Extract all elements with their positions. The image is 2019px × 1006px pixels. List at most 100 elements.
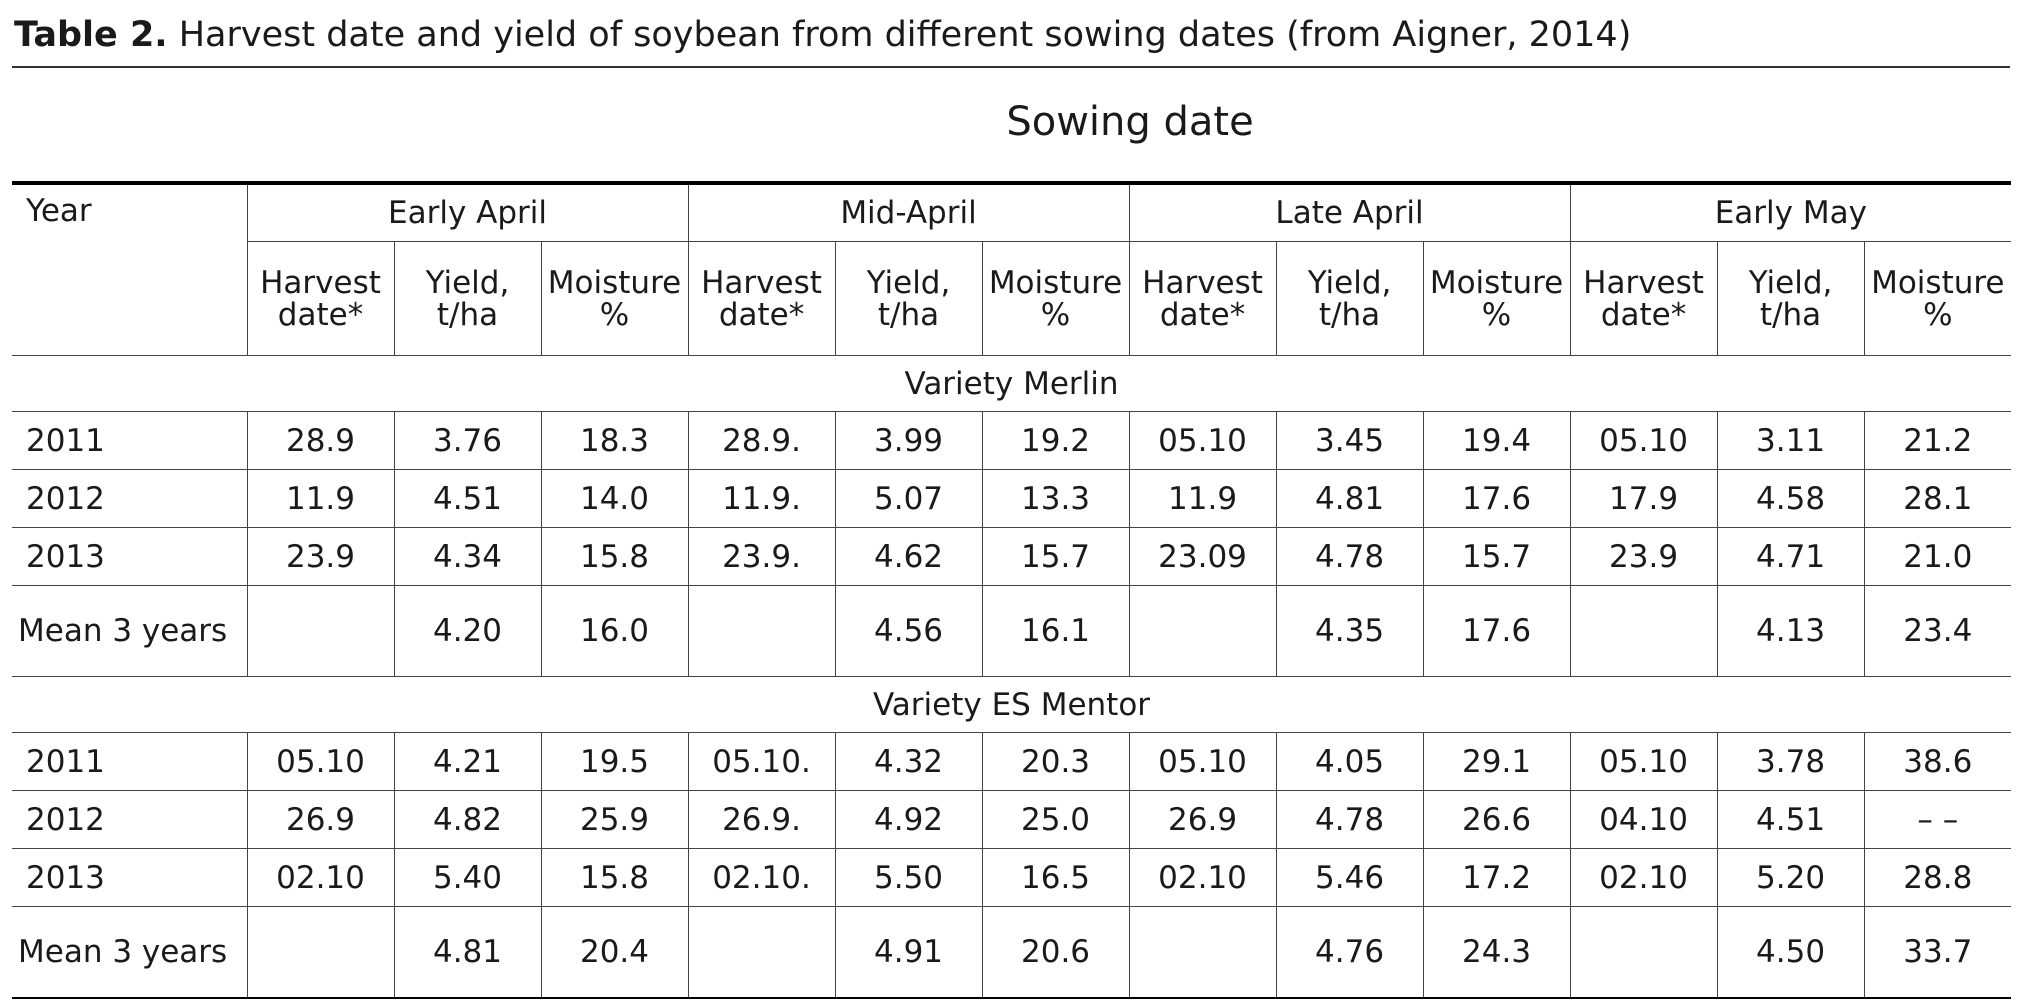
variety-title: Variety ES Mentor (12, 676, 2012, 733)
subheader-harvest-line: Harvest (1142, 264, 1263, 301)
mean-value-cell (1128, 585, 1277, 677)
subheader-row: Harvest date* Yield, t/ha Moisture% Harvest da… (12, 241, 2012, 356)
value-cell: 23.9 (1569, 527, 1718, 586)
value-cell: 18.3 (540, 411, 689, 470)
subheader-harvest-line: date* (718, 296, 805, 333)
value-cell: 26.6 (1422, 790, 1571, 849)
value-cell: 15.8 (540, 848, 689, 907)
value-cell: 3.78 (1716, 732, 1865, 791)
value-cell: 26.9 (246, 790, 395, 849)
variety-title: Variety Merlin (12, 355, 2012, 412)
subheader-yield: Yield, t/ha (393, 241, 542, 356)
subheader-yield-line: Yield, (1307, 264, 1392, 301)
mean-value-cell: 16.0 (540, 585, 689, 677)
mean-row: Mean 3 years 4.81 20.4 4.91 20.6 4.76 24.3 4.50… (12, 906, 2012, 999)
value-cell: 23.9 (246, 527, 395, 586)
value-cell: 4.78 (1275, 790, 1424, 849)
value-cell: 4.05 (1275, 732, 1424, 791)
value-cell: 21.0 (1863, 527, 2012, 586)
value-cell: 4.32 (834, 732, 983, 791)
value-cell: 28.9 (246, 411, 395, 470)
subheader-yield-line: Yield, (1748, 264, 1833, 301)
value-cell: 26.9 (1128, 790, 1277, 849)
section-row: Variety ES Mentor (12, 676, 2012, 733)
mean-value-cell (246, 585, 395, 677)
subheader-moisture-line: % (1923, 296, 1953, 333)
subheader-moisture-line: % (1040, 296, 1071, 333)
value-cell: 14.0 (540, 469, 689, 528)
value-cell: 29.1 (1422, 732, 1571, 791)
value-cell: 05.10 (1569, 411, 1718, 470)
year-cell: 2011 (12, 732, 248, 791)
value-cell: 05.10 (1128, 411, 1277, 470)
value-cell: 20.3 (981, 732, 1130, 791)
mean-value-cell: 4.35 (1275, 585, 1424, 677)
table-row: 2013 23.9 4.34 15.8 23.9. 4.62 15.7 23.09 4.78 15… (12, 527, 2012, 586)
period-header: Late April (1128, 182, 1571, 242)
value-cell: 3.99 (834, 411, 983, 470)
table-row: 2012 11.9 4.51 14.0 11.9. 5.07 13.3 11.9 4.81 17.… (12, 469, 2012, 528)
period-header: Early April (246, 182, 689, 242)
value-cell: 25.0 (981, 790, 1130, 849)
value-cell: 15.8 (540, 527, 689, 586)
mean-value-cell: 20.6 (981, 906, 1130, 999)
value-cell: 05.10 (1569, 732, 1718, 791)
value-cell: 4.51 (1716, 790, 1865, 849)
table-row: 2013 02.10 5.40 15.8 02.10. 5.50 16.5 02.10 5.46… (12, 848, 2012, 907)
mean-value-cell: 20.4 (540, 906, 689, 999)
subheader-harvest-line: Harvest (701, 264, 822, 301)
period-header-row: Year Early April Mid-April Late April Early… (12, 182, 2012, 356)
mean-value-cell: 4.50 (1716, 906, 1865, 999)
mean-value-cell: 4.91 (834, 906, 983, 999)
subheader-harvest: Harvest date* (1569, 241, 1718, 356)
mean-value-cell (1569, 585, 1718, 677)
value-cell: 02.10. (687, 848, 836, 907)
mean-label: Mean 3 years (12, 906, 248, 999)
table-row: 2011 28.9 3.76 18.3 28.9. 3.99 19.2 05.10 3.45 19… (12, 411, 2012, 470)
mean-value-cell (687, 585, 836, 677)
subheader-harvest-line: Harvest (1583, 264, 1704, 301)
value-cell: 04.10 (1569, 790, 1718, 849)
value-cell: 3.45 (1275, 411, 1424, 470)
value-cell: 15.7 (1422, 527, 1571, 586)
value-cell: 4.21 (393, 732, 542, 791)
value-cell: 05.10 (246, 732, 395, 791)
value-cell: 4.71 (1716, 527, 1865, 586)
period-header: Mid-April (687, 182, 1130, 242)
value-cell: – – (1863, 790, 2012, 849)
year-cell: 2011 (12, 411, 248, 470)
value-cell: 25.9 (540, 790, 689, 849)
value-cell: 5.40 (393, 848, 542, 907)
value-cell: 5.50 (834, 848, 983, 907)
value-cell: 4.51 (393, 469, 542, 528)
value-cell: 17.2 (1422, 848, 1571, 907)
subheader-moisture-line: % (1481, 296, 1512, 333)
value-cell: 4.62 (834, 527, 983, 586)
mean-value-cell (1569, 906, 1718, 999)
value-cell: 5.20 (1716, 848, 1865, 907)
value-cell: 11.9 (246, 469, 395, 528)
mean-value-cell (687, 906, 836, 999)
mean-value-cell (1128, 906, 1277, 999)
year-cell: 2013 (12, 527, 248, 586)
subheader-yield: Yield, t/ha (834, 241, 983, 356)
subheader-moisture-line: Moisture (547, 264, 682, 301)
subheader-yield: Yield, t/ha (1716, 241, 1865, 356)
subheader-harvest-line: date* (277, 296, 364, 333)
mean-value-cell: 23.4 (1863, 585, 2012, 677)
value-cell: 4.82 (393, 790, 542, 849)
mean-value-cell: 4.81 (393, 906, 542, 999)
subheader-harvest: Harvest date* (687, 241, 836, 356)
subheader-moisture-line: Moisture (1871, 264, 2005, 301)
value-cell: 38.6 (1863, 732, 2012, 791)
section-row: Variety Merlin (12, 355, 2012, 412)
value-cell: 13.3 (981, 469, 1130, 528)
value-cell: 17.9 (1569, 469, 1718, 528)
value-cell: 11.9 (1128, 469, 1277, 528)
harvest-yield-table: Year Early April Mid-April Late April Early… (12, 181, 2012, 999)
subheader-harvest-line: date* (1600, 296, 1687, 333)
mean-label: Mean 3 years (12, 585, 248, 677)
value-cell: 26.9. (687, 790, 836, 849)
mean-row: Mean 3 years 4.20 16.0 4.56 16.1 4.35 17.6 4.13… (12, 585, 2012, 677)
subheader-moisture: Moisture% (540, 241, 689, 356)
